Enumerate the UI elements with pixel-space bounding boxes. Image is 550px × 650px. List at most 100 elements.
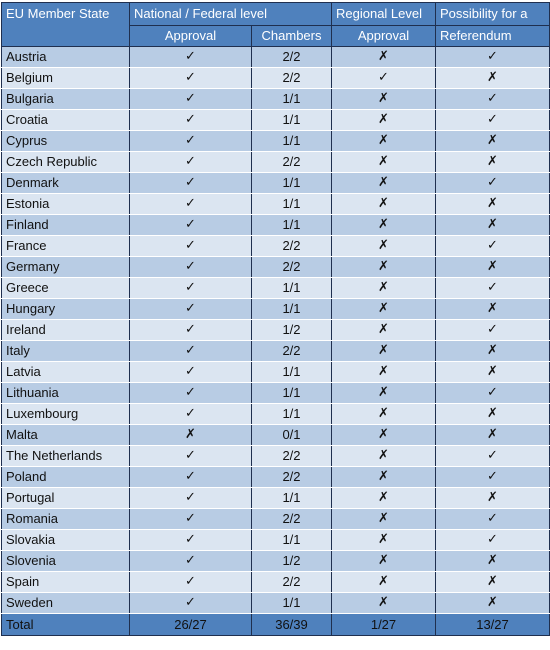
cell-referendum: ✗ — [435, 424, 550, 446]
header-approval: Approval — [129, 25, 252, 47]
cell-regional: ✓ — [331, 67, 436, 89]
table-row: Germany ✓ 2/2 ✗ ✗ — [1, 256, 550, 278]
cell-approval: ✓ — [129, 214, 252, 236]
cell-regional: ✗ — [331, 445, 436, 467]
cell-state: Italy — [1, 340, 130, 362]
cell-chambers: 2/2 — [251, 46, 332, 68]
table-row: Czech Republic ✓ 2/2 ✗ ✗ — [1, 151, 550, 173]
cell-referendum: ✗ — [435, 67, 550, 89]
cell-approval: ✓ — [129, 46, 252, 68]
cell-approval: ✓ — [129, 487, 252, 509]
cell-chambers: 1/1 — [251, 382, 332, 404]
cell-chambers: 1/1 — [251, 529, 332, 551]
cell-chambers: 1/1 — [251, 214, 332, 236]
cell-approval: ✓ — [129, 550, 252, 572]
cell-chambers: 1/2 — [251, 550, 332, 572]
cell-regional: ✗ — [331, 109, 436, 131]
cell-referendum: ✓ — [435, 529, 550, 551]
cell-approval: ✓ — [129, 571, 252, 593]
cell-approval: ✗ — [129, 424, 252, 446]
cell-referendum: ✓ — [435, 382, 550, 404]
cell-referendum: ✓ — [435, 46, 550, 68]
cell-regional: ✗ — [331, 88, 436, 110]
cell-regional: ✗ — [331, 172, 436, 194]
cell-chambers: 1/1 — [251, 130, 332, 152]
cell-chambers: 1/1 — [251, 487, 332, 509]
cell-referendum: ✗ — [435, 403, 550, 425]
table-row: Cyprus ✓ 1/1 ✗ ✗ — [1, 130, 550, 152]
cell-chambers: 0/1 — [251, 424, 332, 446]
cell-referendum: ✓ — [435, 319, 550, 341]
cell-state: Finland — [1, 214, 130, 236]
cell-referendum: ✗ — [435, 298, 550, 320]
cell-state: Croatia — [1, 109, 130, 131]
total-label: Total — [1, 613, 130, 636]
cell-approval: ✓ — [129, 172, 252, 194]
cell-approval: ✓ — [129, 445, 252, 467]
cell-chambers: 2/2 — [251, 445, 332, 467]
cell-approval: ✓ — [129, 382, 252, 404]
total-referendum: 13/27 — [435, 613, 550, 636]
cell-approval: ✓ — [129, 529, 252, 551]
table-row: Belgium ✓ 2/2 ✓ ✗ — [1, 67, 550, 89]
cell-state: Czech Republic — [1, 151, 130, 173]
cell-regional: ✗ — [331, 298, 436, 320]
cell-referendum: ✓ — [435, 88, 550, 110]
table-row: Finland ✓ 1/1 ✗ ✗ — [1, 214, 550, 236]
cell-approval: ✓ — [129, 340, 252, 362]
cell-state: Greece — [1, 277, 130, 299]
cell-referendum: ✗ — [435, 487, 550, 509]
cell-regional: ✗ — [331, 214, 436, 236]
cell-approval: ✓ — [129, 88, 252, 110]
table-row: Slovakia ✓ 1/1 ✗ ✓ — [1, 529, 550, 551]
cell-referendum: ✗ — [435, 151, 550, 173]
table-row: Croatia ✓ 1/1 ✗ ✓ — [1, 109, 550, 131]
cell-regional: ✗ — [331, 403, 436, 425]
cell-chambers: 2/2 — [251, 571, 332, 593]
table-row: Bulgaria ✓ 1/1 ✗ ✓ — [1, 88, 550, 110]
cell-referendum: ✗ — [435, 193, 550, 215]
cell-approval: ✓ — [129, 256, 252, 278]
cell-chambers: 1/1 — [251, 361, 332, 383]
cell-state: Ireland — [1, 319, 130, 341]
table-row: Austria ✓ 2/2 ✗ ✓ — [1, 46, 550, 68]
cell-referendum: ✓ — [435, 172, 550, 194]
cell-regional: ✗ — [331, 130, 436, 152]
cell-chambers: 1/1 — [251, 298, 332, 320]
cell-referendum: ✗ — [435, 571, 550, 593]
cell-state: Poland — [1, 466, 130, 488]
cell-referendum: ✓ — [435, 445, 550, 467]
cell-referendum: ✓ — [435, 508, 550, 530]
cell-chambers: 1/1 — [251, 592, 332, 614]
table-row: Slovenia ✓ 1/2 ✗ ✗ — [1, 550, 550, 572]
cell-regional: ✗ — [331, 508, 436, 530]
header-referendum: Referendum — [435, 25, 550, 47]
cell-state: Belgium — [1, 67, 130, 89]
cell-regional: ✗ — [331, 235, 436, 257]
table-row: Spain ✓ 2/2 ✗ ✗ — [1, 571, 550, 593]
header-regional-level: Regional Level — [331, 2, 436, 26]
cell-state: Cyprus — [1, 130, 130, 152]
table-row: Greece ✓ 1/1 ✗ ✓ — [1, 277, 550, 299]
cell-regional: ✗ — [331, 424, 436, 446]
header-eu-member-state: EU Member State — [1, 2, 130, 47]
cell-state: The Netherlands — [1, 445, 130, 467]
cell-referendum: ✗ — [435, 214, 550, 236]
cell-approval: ✓ — [129, 109, 252, 131]
cell-approval: ✓ — [129, 193, 252, 215]
cell-chambers: 1/1 — [251, 172, 332, 194]
cell-state: Portugal — [1, 487, 130, 509]
cell-regional: ✗ — [331, 193, 436, 215]
cell-approval: ✓ — [129, 508, 252, 530]
cell-state: Romania — [1, 508, 130, 530]
cell-state: Austria — [1, 46, 130, 68]
cell-referendum: ✓ — [435, 235, 550, 257]
cell-approval: ✓ — [129, 466, 252, 488]
table-row: Malta ✗ 0/1 ✗ ✗ — [1, 424, 550, 446]
cell-chambers: 2/2 — [251, 256, 332, 278]
cell-state: Hungary — [1, 298, 130, 320]
header-row-sub: Approval Chambers Approval Referendum — [2, 25, 550, 47]
table-row: Romania ✓ 2/2 ✗ ✓ — [1, 508, 550, 530]
cell-approval: ✓ — [129, 298, 252, 320]
table-body: Austria ✓ 2/2 ✗ ✓ Belgium ✓ 2/2 ✓ ✗ Bulgaria ✓ 1/1 ✗ ✓… — [1, 46, 550, 614]
